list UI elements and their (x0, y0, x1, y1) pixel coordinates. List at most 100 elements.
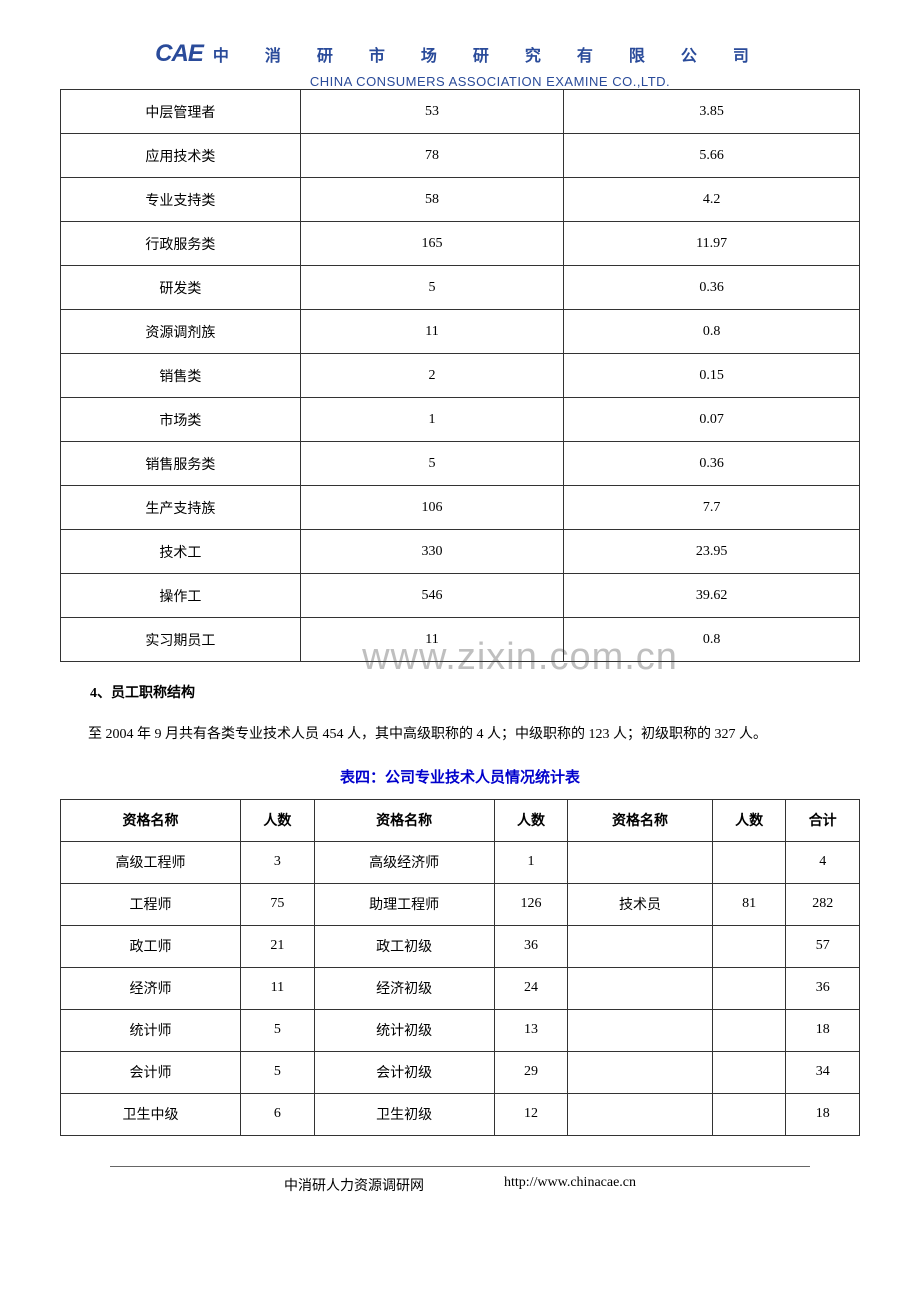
total-cell: 282 (786, 883, 860, 925)
percent-cell: 39.62 (564, 574, 860, 618)
logo-mark: CAE (155, 40, 203, 68)
count-cell: 53 (300, 90, 564, 134)
count-cell: 126 (494, 883, 568, 925)
table-row: 技术工33023.95 (61, 530, 860, 574)
count-cell (712, 1051, 786, 1093)
count-cell: 3 (241, 841, 315, 883)
company-name-en: CHINA CONSUMERS ASSOCIATION EXAMINE CO.,… (120, 74, 860, 89)
category-cell: 操作工 (61, 574, 301, 618)
percent-cell: 0.07 (564, 398, 860, 442)
qual-name-cell: 卫生初级 (314, 1093, 494, 1135)
total-cell: 36 (786, 967, 860, 1009)
count-cell (712, 841, 786, 883)
count-cell: 36 (494, 925, 568, 967)
category-cell: 专业支持类 (61, 178, 301, 222)
column-header: 合计 (786, 799, 860, 841)
footer-left-text: 中消研人力资源调研网 (284, 1175, 424, 1195)
table-row: 中层管理者533.85 (61, 90, 860, 134)
professional-title-table: 资格名称人数资格名称人数资格名称人数合计 高级工程师3高级经济师14工程师75助… (60, 799, 860, 1136)
total-cell: 57 (786, 925, 860, 967)
count-cell: 165 (300, 222, 564, 266)
percent-cell: 3.85 (564, 90, 860, 134)
count-cell (712, 1009, 786, 1051)
qual-name-cell: 助理工程师 (314, 883, 494, 925)
count-cell: 58 (300, 178, 564, 222)
page-footer: 中消研人力资源调研网 http://www.chinacae.cn (60, 1175, 860, 1195)
percent-cell: 11.97 (564, 222, 860, 266)
count-cell: 21 (241, 925, 315, 967)
category-cell: 市场类 (61, 398, 301, 442)
table-row: 市场类10.07 (61, 398, 860, 442)
count-cell: 546 (300, 574, 564, 618)
table-row: 销售类20.15 (61, 354, 860, 398)
percent-cell: 0.8 (564, 618, 860, 662)
percent-cell: 7.7 (564, 486, 860, 530)
category-cell: 资源调剂族 (61, 310, 301, 354)
count-cell: 5 (300, 266, 564, 310)
percent-cell: 0.8 (564, 310, 860, 354)
qual-name-cell: 工程师 (61, 883, 241, 925)
table-row: 资源调剂族110.8 (61, 310, 860, 354)
qual-name-cell: 政工初级 (314, 925, 494, 967)
document-page: www.zixin.com.cn CAE 中 消 研 市 场 研 究 有 限 公… (60, 40, 860, 1195)
count-cell: 5 (241, 1009, 315, 1051)
table-row: 行政服务类16511.97 (61, 222, 860, 266)
section-title: 4、员工职称结构 (90, 682, 860, 702)
category-cell: 实习期员工 (61, 618, 301, 662)
total-cell: 4 (786, 841, 860, 883)
count-cell: 2 (300, 354, 564, 398)
qual-name-cell: 经济初级 (314, 967, 494, 1009)
qual-name-cell (568, 925, 713, 967)
qual-name-cell (568, 841, 713, 883)
total-cell: 18 (786, 1009, 860, 1051)
total-cell: 34 (786, 1051, 860, 1093)
qual-name-cell: 会计师 (61, 1051, 241, 1093)
table-row: 应用技术类785.66 (61, 134, 860, 178)
column-header: 资格名称 (61, 799, 241, 841)
column-header: 人数 (494, 799, 568, 841)
percent-cell: 0.15 (564, 354, 860, 398)
qual-name-cell: 经济师 (61, 967, 241, 1009)
column-header: 人数 (712, 799, 786, 841)
table-row: 生产支持族1067.7 (61, 486, 860, 530)
percent-cell: 23.95 (564, 530, 860, 574)
table-row: 会计师5会计初级2934 (61, 1051, 860, 1093)
qual-name-cell: 技术员 (568, 883, 713, 925)
qual-name-cell: 会计初级 (314, 1051, 494, 1093)
table-row: 高级工程师3高级经济师14 (61, 841, 860, 883)
table-row: 卫生中级6卫生初级1218 (61, 1093, 860, 1135)
footer-divider (110, 1166, 810, 1167)
percent-cell: 0.36 (564, 266, 860, 310)
column-header: 资格名称 (314, 799, 494, 841)
footer-url: http://www.chinacae.cn (504, 1175, 636, 1195)
count-cell: 11 (300, 618, 564, 662)
count-cell: 75 (241, 883, 315, 925)
qual-name-cell: 卫生中级 (61, 1093, 241, 1135)
column-header: 资格名称 (568, 799, 713, 841)
company-name-cn: 中 消 研 市 场 研 究 有 限 公 司 (213, 42, 765, 66)
table-row: 实习期员工110.8 (61, 618, 860, 662)
category-cell: 销售服务类 (61, 442, 301, 486)
count-cell: 13 (494, 1009, 568, 1051)
table4-title: 表四：公司专业技术人员情况统计表 (60, 766, 860, 787)
count-cell: 5 (241, 1051, 315, 1093)
table-row: 政工师21政工初级3657 (61, 925, 860, 967)
qual-name-cell (568, 1009, 713, 1051)
category-cell: 研发类 (61, 266, 301, 310)
table-row: 统计师5统计初级1318 (61, 1009, 860, 1051)
table-row: 操作工54639.62 (61, 574, 860, 618)
qual-name-cell: 高级经济师 (314, 841, 494, 883)
count-cell: 11 (241, 967, 315, 1009)
count-cell: 78 (300, 134, 564, 178)
count-cell (712, 925, 786, 967)
column-header: 人数 (241, 799, 315, 841)
count-cell: 5 (300, 442, 564, 486)
category-cell: 生产支持族 (61, 486, 301, 530)
percent-cell: 0.36 (564, 442, 860, 486)
count-cell: 12 (494, 1093, 568, 1135)
qual-name-cell: 统计初级 (314, 1009, 494, 1051)
category-cell: 行政服务类 (61, 222, 301, 266)
section-paragraph: 至 2004 年 9 月共有各类专业技术人员 454 人，其中高级职称的 4 人… (60, 718, 860, 752)
qual-name-cell: 高级工程师 (61, 841, 241, 883)
qual-name-cell (568, 1093, 713, 1135)
